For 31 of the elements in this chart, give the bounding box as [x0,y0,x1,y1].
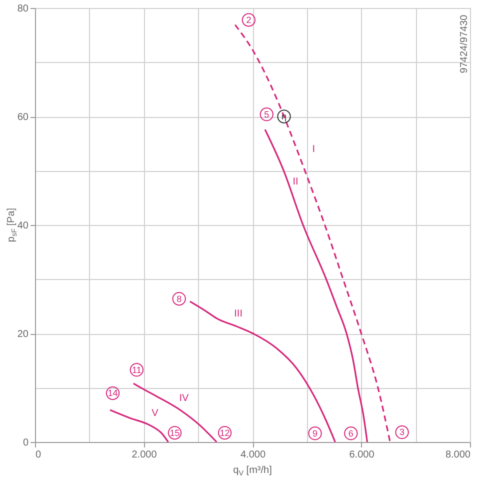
annotation: 97424/97430 [459,14,470,74]
line-series [109,409,170,443]
series-label: V [152,408,159,420]
annotation: 12 [220,428,230,438]
line-series [264,128,368,443]
y-tick-label: 20 [17,329,29,340]
annotation: 5 [264,109,270,120]
annotation: 3 [400,427,405,438]
annotation: 15 [170,428,180,438]
y-tick-label: 60 [17,112,29,123]
line-series [132,382,218,443]
annotation: 6 [348,428,354,438]
annotation: 8 [176,294,182,304]
y-tick-label: 40 [17,220,29,232]
series-label: IV [179,392,189,404]
series-label: II [292,176,298,188]
x-tick-label: 0 [36,450,42,460]
y-tick-label: 80 [17,4,29,14]
x-tick-label: 6.000 [349,450,375,460]
x-tick-label: 2.000 [132,450,158,460]
x-tick-label: 8.000 [445,450,471,460]
x-tick-label: 4.000 [240,450,266,460]
annotation: 2 [246,14,252,25]
series-label: III [234,308,242,320]
y-tick-label: 0 [22,438,29,448]
line-series [189,300,336,443]
line-series [234,24,391,443]
annotation: 11 [132,364,142,375]
annotation: 9 [312,428,318,438]
annotation: 14 [108,388,118,398]
series-label: I [312,144,316,156]
